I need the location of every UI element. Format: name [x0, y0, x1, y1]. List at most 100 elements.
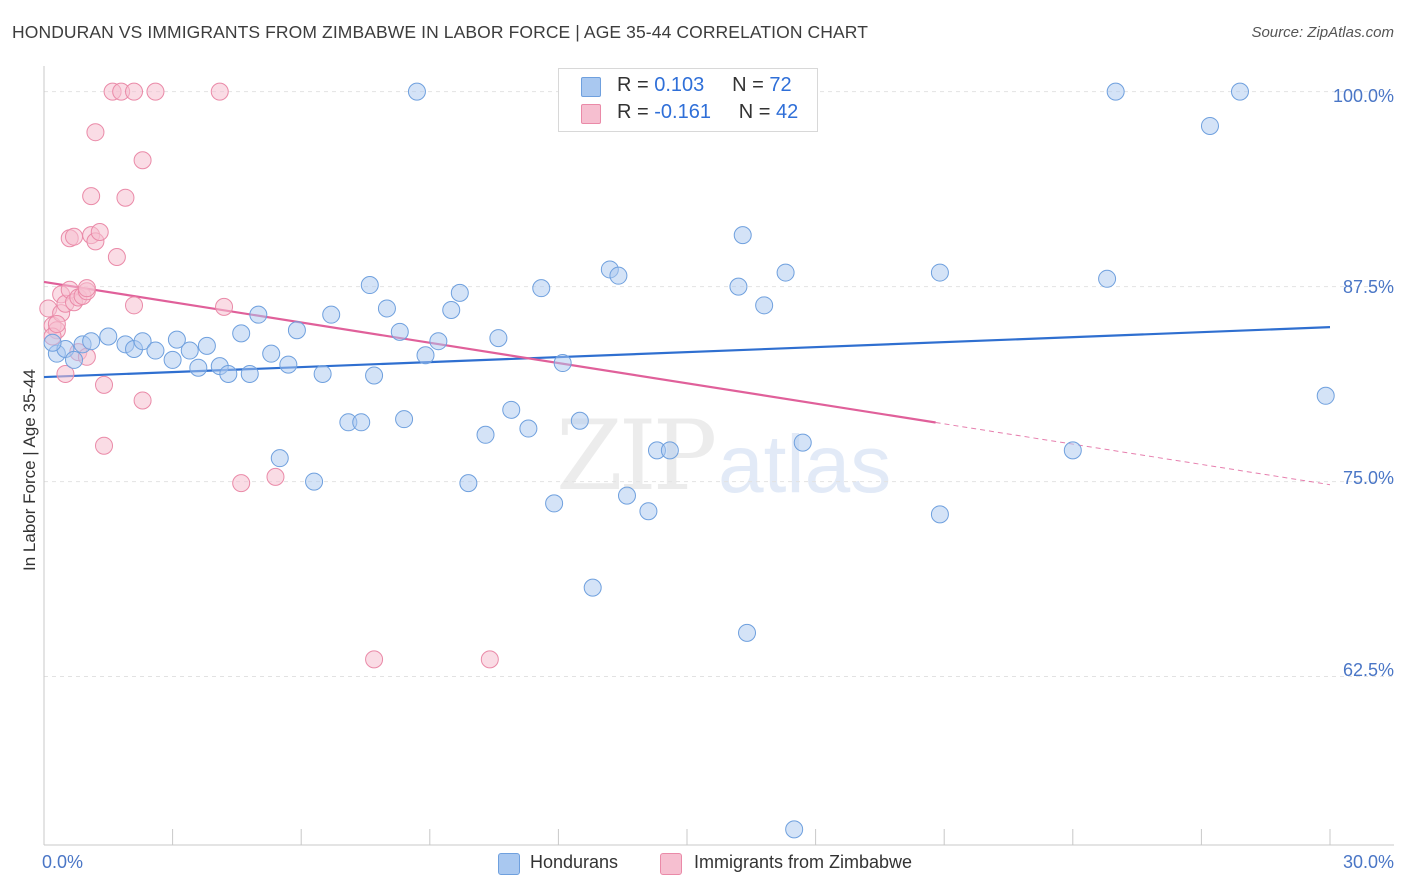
- point-honduran-23: [287, 321, 306, 340]
- grid-lines: [44, 91, 1394, 678]
- point-honduran-4: [82, 332, 101, 351]
- point-honduran-65: [1063, 441, 1082, 460]
- point-honduran-33: [395, 410, 414, 429]
- point-honduran-45: [545, 494, 564, 513]
- point-honduran-30: [365, 366, 384, 385]
- point-zimbabwe-10: [65, 227, 84, 246]
- point-honduran-41: [489, 329, 508, 348]
- legend-r-label: R =: [617, 101, 649, 123]
- y-tick-label-100: 100.0%: [1332, 86, 1394, 106]
- legend-swatch-zimbabwe: [660, 853, 682, 875]
- point-honduran-57: [733, 226, 752, 245]
- point-zimbabwe-15: [82, 187, 101, 206]
- point-honduran-71: [43, 333, 62, 352]
- point-zimbabwe-23: [107, 247, 126, 266]
- point-honduran-9: [146, 341, 165, 360]
- point-honduran-28: [352, 413, 371, 432]
- y-tick-label-87-5: 87.5%: [1342, 277, 1394, 297]
- trend-line-zimbabwe-extension: [935, 422, 1331, 486]
- point-honduran-21: [270, 449, 289, 468]
- honduran-points: [43, 81, 1335, 839]
- point-honduran-18: [240, 364, 259, 383]
- legend-n-label: N =: [738, 101, 771, 123]
- point-honduran-12: [180, 341, 199, 360]
- point-honduran-20: [262, 344, 281, 363]
- point-honduran-13: [189, 358, 208, 377]
- point-honduran-50: [609, 266, 628, 285]
- point-zimbabwe-33: [232, 474, 251, 493]
- point-honduran-35: [416, 346, 435, 365]
- point-honduran-52: [639, 502, 658, 521]
- point-honduran-25: [313, 364, 332, 383]
- point-honduran-42: [502, 400, 521, 419]
- point-honduran-68: [1200, 116, 1219, 135]
- point-honduran-36: [429, 332, 448, 351]
- legend-swatch-hondurans: [498, 853, 520, 875]
- legend-swatch-pink: [581, 104, 601, 124]
- point-honduran-37: [442, 301, 461, 320]
- point-honduran-2: [65, 350, 84, 369]
- point-zimbabwe-36: [480, 650, 499, 669]
- legend-r-value-hondurans: 0.103: [654, 74, 705, 96]
- point-honduran-8: [133, 332, 152, 351]
- legend-label-hondurans: Hondurans: [530, 852, 619, 872]
- y-tick-label-62-5: 62.5%: [1342, 660, 1394, 680]
- point-honduran-19: [249, 305, 268, 324]
- axes: [43, 66, 1394, 846]
- point-honduran-34: [407, 82, 426, 101]
- point-zimbabwe-25: [116, 188, 135, 207]
- point-honduran-29: [360, 276, 379, 295]
- legend-swatch-blue: [581, 77, 601, 97]
- series-legend: Hondurans Immigrants from Zimbabwe: [0, 852, 1406, 880]
- point-zimbabwe-28: [133, 151, 152, 170]
- point-zimbabwe-35: [365, 650, 384, 669]
- zimbabwe-points: [39, 81, 757, 669]
- y-axis-label: In Labor Force | Age 35-44: [20, 369, 39, 571]
- point-zimbabwe-32: [215, 297, 234, 316]
- point-honduran-54: [660, 441, 679, 460]
- point-zimbabwe-26: [125, 82, 144, 101]
- point-zimbabwe-41: [47, 315, 66, 334]
- legend-n-value-hondurans: 72: [769, 74, 792, 96]
- point-zimbabwe-20: [95, 436, 114, 455]
- point-honduran-59: [755, 296, 774, 315]
- point-zimbabwe-27: [125, 296, 144, 315]
- source-credit: Source: ZipAtlas.com: [1251, 24, 1394, 41]
- point-honduran-61: [785, 820, 804, 839]
- point-zimbabwe-29: [133, 391, 152, 410]
- legend-n-label: N =: [732, 74, 764, 96]
- x-tick-label-min: 0.0%: [42, 852, 84, 872]
- point-honduran-40: [476, 425, 495, 444]
- point-zimbabwe-14: [77, 279, 96, 298]
- point-zimbabwe-34: [266, 467, 285, 486]
- legend-r-label: R =: [617, 74, 649, 96]
- point-honduran-70: [1316, 386, 1335, 405]
- point-honduran-31: [377, 299, 396, 318]
- point-honduran-39: [459, 474, 478, 493]
- point-zimbabwe-21: [95, 375, 114, 394]
- point-honduran-10: [163, 350, 182, 369]
- point-honduran-56: [729, 277, 748, 296]
- point-zimbabwe-6: [56, 364, 75, 383]
- point-zimbabwe-30: [146, 82, 165, 101]
- point-honduran-60: [776, 263, 795, 282]
- x-tick-label-max: 30.0%: [1342, 852, 1394, 872]
- point-honduran-69: [1230, 82, 1249, 101]
- point-honduran-38: [450, 283, 469, 302]
- point-honduran-66: [1098, 269, 1117, 288]
- point-honduran-16: [219, 364, 238, 383]
- point-honduran-17: [232, 324, 251, 343]
- point-honduran-47: [570, 411, 589, 430]
- chart-title: HONDURAN VS IMMIGRANTS FROM ZIMBABWE IN …: [12, 22, 868, 42]
- point-honduran-11: [167, 330, 186, 349]
- point-honduran-32: [390, 322, 409, 341]
- point-honduran-22: [279, 355, 298, 374]
- y-tick-label-75: 75.0%: [1342, 468, 1394, 488]
- legend-label-zimbabwe: Immigrants from Zimbabwe: [694, 852, 913, 872]
- point-honduran-58: [738, 623, 757, 642]
- point-honduran-63: [930, 505, 949, 524]
- point-honduran-48: [583, 578, 602, 597]
- point-honduran-43: [519, 419, 538, 438]
- point-honduran-26: [322, 305, 341, 324]
